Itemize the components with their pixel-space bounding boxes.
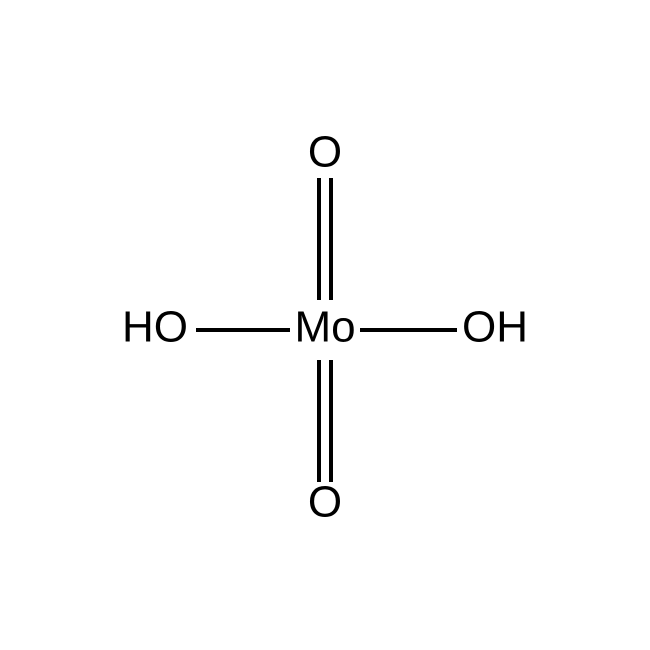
atom-left: HO [122,303,188,352]
atom-bottom: O [308,478,342,527]
atom-center: Mo [294,303,355,352]
atom-right: OH [462,303,528,352]
molecule-diagram: Mo O O HO OH [0,0,650,650]
atom-top: O [308,128,342,177]
